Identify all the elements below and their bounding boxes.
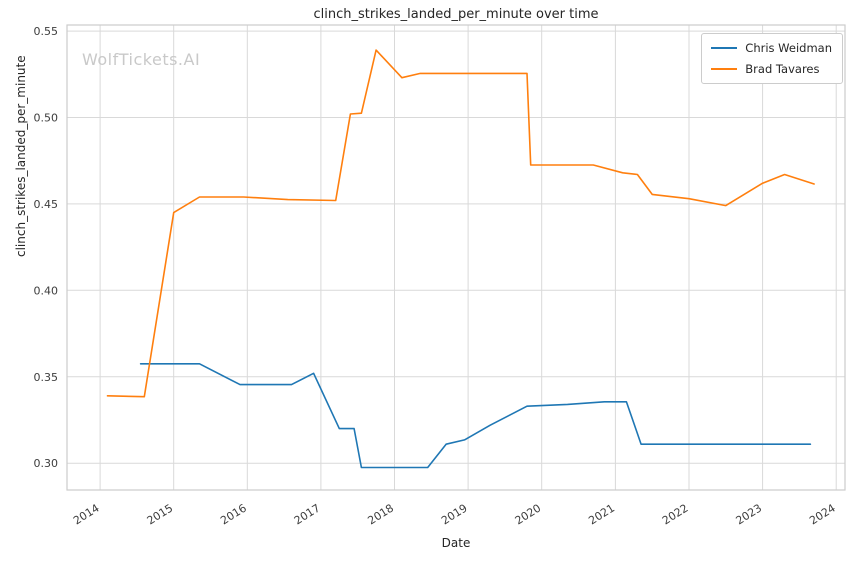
y-tick-label: 0.35 [34, 371, 59, 384]
watermark: WolfTickets.AI [82, 50, 201, 69]
y-tick-label: 0.45 [34, 198, 59, 211]
x-tick-label: 2015 [145, 502, 176, 528]
legend: Chris Weidman Brad Tavares [701, 33, 843, 84]
legend-line-swatch [711, 68, 738, 70]
legend-label: Brad Tavares [745, 62, 820, 76]
x-tick-label: 2021 [586, 502, 617, 528]
x-tick-label: 2016 [218, 502, 249, 528]
x-tick-label: 2014 [71, 502, 102, 528]
series-line-chris-weidman [139, 362, 812, 469]
y-tick-label: 0.50 [34, 112, 59, 125]
x-tick-label: 2024 [807, 502, 838, 528]
x-tick-label: 2022 [660, 502, 691, 528]
x-tick-label: 2018 [365, 502, 396, 528]
chart-title: clinch_strikes_landed_per_minute over ti… [313, 7, 599, 22]
legend-item-brad-tavares: Brad Tavares [711, 62, 832, 76]
y-tick-label: 0.30 [34, 457, 59, 470]
x-tick-label: 2023 [734, 502, 765, 528]
plot-border [66, 24, 846, 491]
legend-item-chris-weidman: Chris Weidman [711, 41, 832, 55]
legend-line-swatch [711, 47, 738, 49]
x-tick-label: 2017 [292, 502, 323, 528]
series-line-brad-tavares [106, 49, 815, 398]
x-axis-label: Date [441, 536, 471, 550]
x-tick-label: 2019 [439, 502, 470, 528]
x-tick-label: 2020 [513, 502, 544, 528]
y-tick-label: 0.40 [34, 284, 59, 297]
y-tick-label: 0.55 [34, 25, 59, 38]
legend-label: Chris Weidman [745, 41, 832, 55]
